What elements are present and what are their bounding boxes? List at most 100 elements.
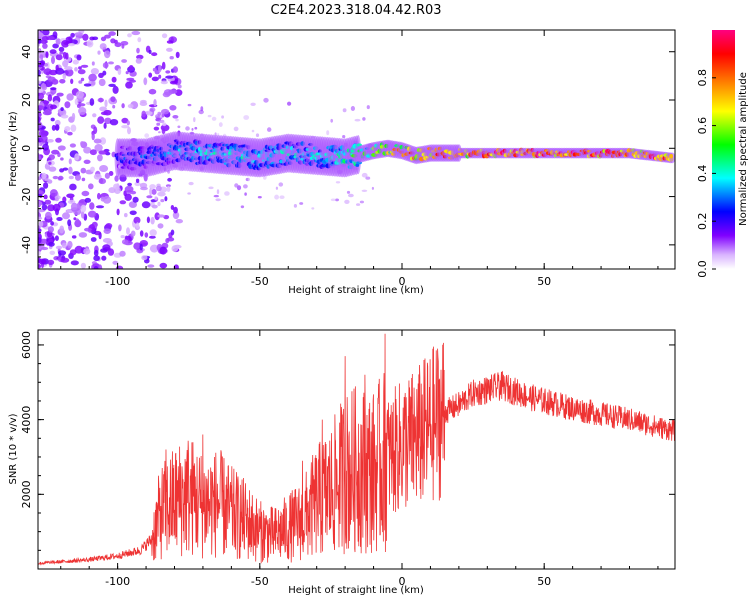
noise-speckle — [99, 165, 109, 172]
noise-speckle — [124, 213, 128, 218]
noise-speckle — [88, 183, 94, 190]
noise-speckle — [365, 176, 371, 180]
noise-speckle — [279, 195, 285, 199]
noise-speckle — [50, 87, 57, 91]
noise-speckle — [194, 126, 198, 130]
noise-speckle — [135, 58, 142, 64]
noise-speckle — [162, 122, 167, 127]
noise-speckle — [74, 98, 79, 106]
noise-speckle — [144, 133, 150, 138]
snr-x-label: Height of straight line (km) — [288, 585, 424, 596]
noise-speckle — [137, 37, 142, 43]
noise-speckle — [346, 190, 351, 194]
noise-speckle — [169, 56, 174, 60]
noise-speckle — [41, 172, 47, 180]
noise-speckle — [70, 124, 77, 132]
noise-speckle — [91, 132, 95, 141]
y-tick-label: 2000 — [20, 480, 33, 508]
noise-speckle — [121, 239, 129, 245]
noise-speckle — [75, 90, 84, 99]
noise-speckle — [172, 211, 180, 220]
x-tick-label: 0 — [399, 575, 406, 588]
noise-speckle — [86, 39, 94, 48]
noise-speckle — [361, 172, 368, 178]
noise-speckle — [160, 199, 165, 203]
noise-speckle — [49, 49, 57, 54]
noise-speckle — [70, 202, 78, 211]
snr-marks — [38, 333, 675, 566]
noise-speckle — [78, 80, 83, 84]
noise-speckle — [105, 223, 113, 229]
noise-speckle — [172, 66, 178, 73]
noise-speckle — [151, 188, 157, 195]
noise-speckle — [111, 76, 117, 83]
noise-speckle — [61, 40, 70, 48]
noise-speckle — [60, 114, 69, 119]
noise-speckle — [69, 143, 76, 148]
noise-speckle — [121, 59, 127, 63]
colorbar-gradient — [712, 30, 735, 269]
noise-speckle — [221, 115, 225, 119]
noise-speckle — [38, 80, 42, 85]
noise-speckle — [104, 34, 111, 39]
noise-speckle — [155, 185, 162, 192]
noise-speckle — [80, 167, 87, 174]
noise-speckle — [80, 204, 87, 213]
noise-speckle — [41, 83, 47, 89]
noise-speckle — [74, 153, 80, 161]
noise-speckle — [59, 109, 67, 117]
noise-speckle — [38, 228, 42, 233]
noise-speckle — [342, 135, 346, 139]
x-tick-label: -100 — [105, 275, 130, 288]
noise-speckle — [185, 126, 190, 131]
noise-speckle — [89, 202, 95, 210]
noise-speckle — [213, 194, 219, 198]
spectrogram-x-label: Height of straight line (km) — [288, 285, 424, 296]
noise-speckle — [48, 241, 55, 247]
noise-speckle — [124, 185, 134, 193]
noise-speckle — [187, 192, 191, 195]
noise-speckle — [126, 120, 130, 126]
noise-speckle — [57, 250, 67, 256]
noise-speckle — [38, 142, 41, 147]
chart-title: C2E4.2023.318.04.42.R03 — [270, 3, 441, 18]
noise-speckle — [335, 181, 341, 184]
noise-speckle — [109, 119, 119, 126]
noise-speckle — [156, 122, 161, 126]
noise-speckle — [51, 56, 55, 65]
noise-speckle — [104, 99, 108, 108]
noise-speckle — [233, 126, 239, 132]
noise-speckle — [354, 118, 361, 122]
noise-speckle — [166, 47, 173, 52]
noise-speckle — [55, 54, 63, 61]
noise-speckle — [74, 32, 83, 37]
noise-speckle — [139, 230, 144, 237]
noise-speckle — [52, 43, 59, 49]
noise-speckle — [55, 38, 61, 45]
noise-speckle — [159, 246, 168, 255]
noise-speckle — [55, 137, 62, 143]
noise-speckle — [98, 178, 107, 185]
noise-speckle — [114, 42, 122, 48]
noise-speckle — [47, 226, 55, 233]
noise-speckle — [191, 127, 194, 131]
noise-speckle — [46, 139, 54, 143]
noise-speckle — [40, 246, 49, 251]
noise-speckle — [80, 210, 85, 219]
noise-speckle — [361, 189, 368, 192]
noise-speckle — [348, 193, 354, 198]
noise-speckle — [146, 216, 150, 224]
noise-speckle — [69, 183, 77, 191]
noise-speckle — [97, 50, 101, 55]
noise-speckle — [161, 33, 168, 39]
noise-speckle — [359, 200, 364, 204]
spectrogram-frame — [37, 29, 676, 270]
noise-speckle — [165, 70, 171, 74]
noise-speckle — [47, 204, 55, 212]
noise-speckle — [83, 159, 91, 164]
noise-speckle — [48, 161, 52, 165]
noise-speckle — [167, 177, 173, 182]
noise-speckle — [144, 232, 149, 238]
snr-axes: -100 -50 0 50 2000 4000 6000 — [20, 330, 675, 588]
noise-speckle — [240, 205, 245, 209]
